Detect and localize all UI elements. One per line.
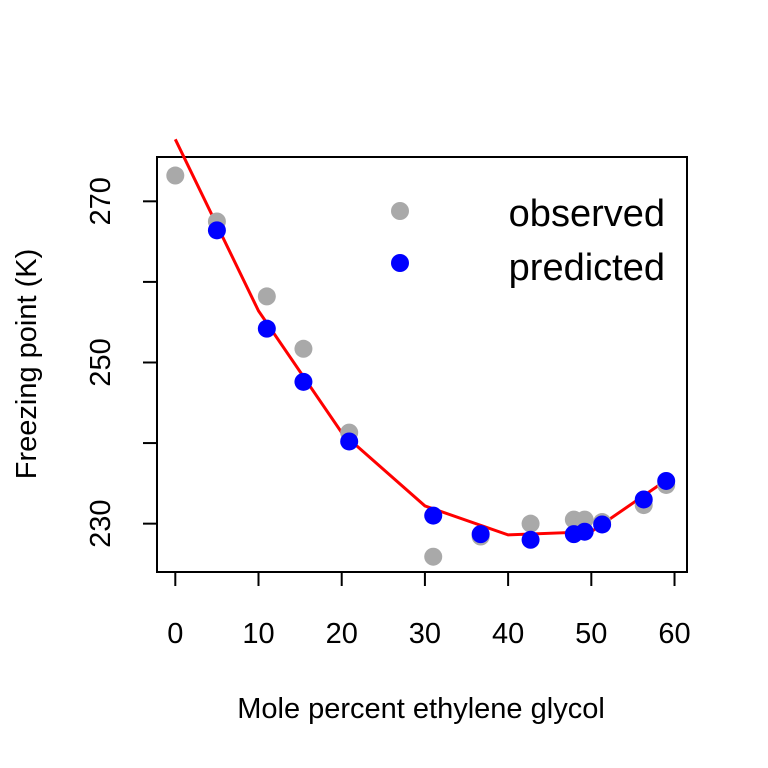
predicted-point	[471, 525, 490, 544]
legend-observed-marker	[391, 202, 409, 220]
observed-point	[424, 547, 443, 566]
predicted-point	[521, 530, 540, 549]
x-tick-label: 50	[575, 618, 607, 650]
legend: observed predicted	[391, 193, 665, 289]
x-tick-label: 60	[658, 618, 690, 650]
predicted-point	[657, 471, 676, 490]
predicted-point	[634, 490, 653, 509]
x-axis-label: Mole percent ethylene glycol	[237, 693, 605, 725]
observed-point	[166, 166, 185, 185]
x-tick-label: 20	[326, 618, 358, 650]
predicted-point	[424, 506, 443, 525]
y-axis: 230 250 270	[85, 177, 158, 548]
x-tick-label: 30	[409, 618, 441, 650]
y-tick-label: 270	[85, 177, 117, 225]
legend-observed-label: observed	[509, 193, 665, 235]
predicted-point	[207, 221, 226, 240]
predicted-point	[593, 515, 612, 534]
observed-point	[294, 339, 313, 358]
predicted-point	[575, 522, 594, 541]
predicted-points-layer	[207, 221, 676, 549]
x-axis: 0 10 20 30 40 50 60	[167, 571, 691, 650]
predicted-point	[294, 372, 313, 391]
legend-predicted-marker	[391, 254, 409, 272]
x-tick-label: 0	[167, 618, 183, 650]
observed-point	[521, 514, 540, 533]
y-axis-label: Freezing point (K)	[11, 249, 43, 480]
y-tick-label: 250	[85, 338, 117, 386]
x-tick-label: 40	[492, 618, 524, 650]
predicted-point	[257, 319, 276, 338]
legend-predicted-label: predicted	[509, 247, 665, 289]
observed-point	[257, 287, 276, 306]
predicted-point	[340, 432, 359, 451]
y-tick-label: 230	[85, 499, 117, 547]
x-tick-label: 10	[242, 618, 274, 650]
